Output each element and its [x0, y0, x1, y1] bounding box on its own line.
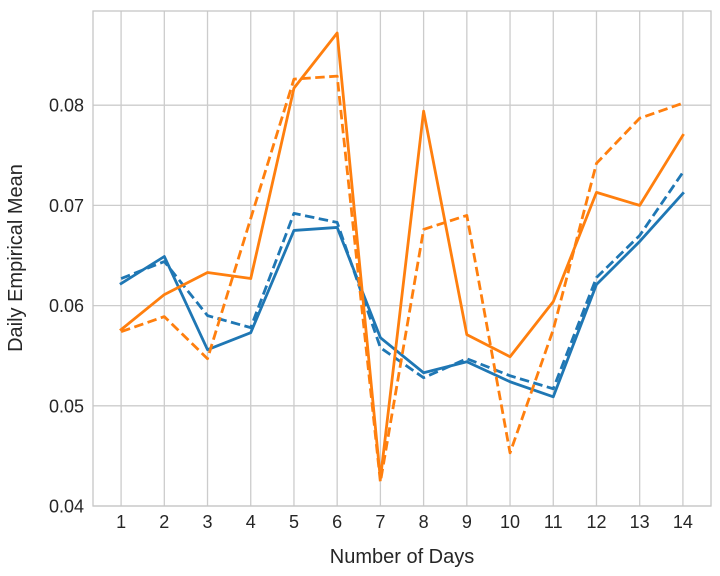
x-tick-label: 3	[203, 512, 213, 532]
series-orange-solid	[119, 31, 685, 481]
series-blue-solid	[119, 191, 685, 399]
tick-layer: 1 2 3 4 5 6 7 8 9 10 11 12 13 140.040.050.060.070.08	[49, 96, 693, 532]
x-tick-label: 9	[462, 512, 472, 532]
x-axis-label: Number of Days	[330, 546, 475, 568]
y-axis-label: Daily Empirical Mean	[5, 164, 27, 352]
x-tick-label: 5	[289, 512, 299, 532]
x-tick-label: 4	[246, 512, 256, 532]
x-tick-label: 14	[673, 512, 693, 532]
x-tick-label: 7	[375, 512, 385, 532]
y-tick-label: 0.04	[49, 497, 84, 517]
x-tick-label: 11	[544, 512, 563, 532]
grid-layer	[92, 10, 712, 507]
series-layer	[119, 31, 685, 484]
series-orange-dashed	[120, 74, 684, 484]
x-tick-label: 13	[630, 512, 650, 532]
x-tick-label: 12	[586, 512, 606, 532]
y-tick-label: 0.05	[49, 396, 84, 416]
series-blue-dashed	[120, 171, 685, 391]
x-tick-label: 6	[332, 512, 342, 532]
x-tick-label: 1	[116, 512, 126, 532]
y-tick-label: 0.06	[49, 296, 84, 316]
x-tick-label: 10	[500, 512, 520, 532]
y-tick-label: 0.07	[49, 196, 84, 216]
plot-border	[92, 10, 712, 507]
y-tick-label: 0.08	[49, 96, 84, 116]
x-tick-label: 8	[419, 512, 429, 532]
x-tick-label: 2	[159, 512, 169, 532]
